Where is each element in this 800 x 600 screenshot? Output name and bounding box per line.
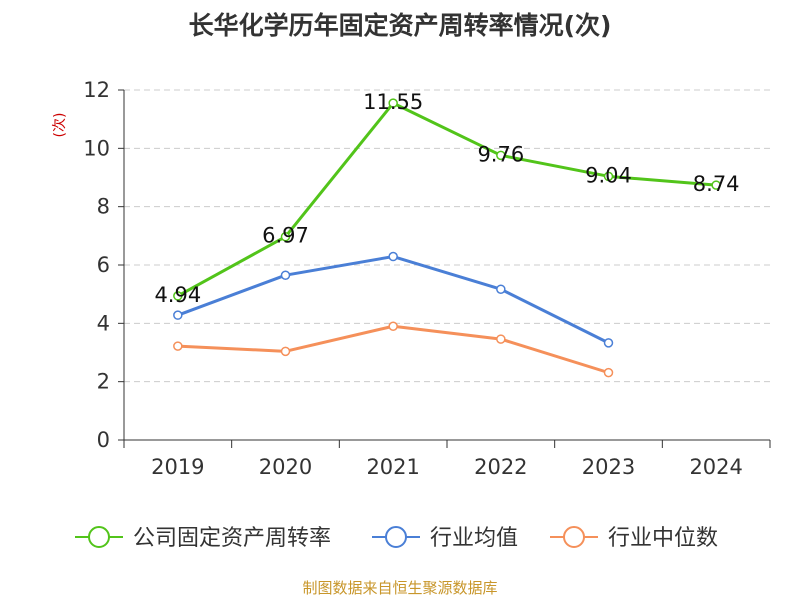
series-point-1 [388, 251, 398, 262]
chart-title: 长华化学历年固定资产周转率情况(次) [189, 11, 612, 40]
x-tick-label: 2021 [366, 455, 419, 479]
data-label: 4.94 [154, 283, 201, 307]
y-tick-label: 2 [97, 370, 110, 394]
legend-label-2: 行业中位数 [608, 526, 718, 551]
series-point-2 [173, 341, 183, 351]
legend-marker-1 [385, 526, 407, 548]
series-point-1 [603, 338, 614, 348]
series-point-1 [173, 310, 183, 320]
series-point-2 [388, 321, 398, 331]
series-line-0 [176, 101, 718, 298]
legend: 公司固定资产周转率 行业均值 行业中位数 [75, 526, 718, 551]
series-layer: 4.94 6.97 11.55 9.76 9.04 8.74 [154, 90, 740, 378]
x-tick-label: 2023 [582, 455, 635, 479]
y-tick-label: 0 [97, 428, 110, 452]
series-point-2 [496, 334, 506, 344]
series-point-2 [280, 346, 291, 357]
series-point-0 [711, 180, 721, 190]
legend-marker-2 [563, 526, 585, 548]
data-label: 9.76 [477, 142, 524, 166]
axes: 0 2 4 6 8 10 12 2019 2020 2021 2022 2023 2024 [83, 78, 771, 479]
series-point-0 [603, 171, 614, 182]
y-tick-label: 6 [97, 253, 110, 277]
y-tick-label: 10 [83, 136, 110, 160]
source-text: 制图数据来自恒生聚源数据库 [302, 579, 497, 597]
x-tick-label: 2024 [689, 455, 742, 479]
y-tick-label: 12 [83, 78, 110, 102]
data-label: 6.97 [262, 224, 309, 248]
y-axis-label: (次) [52, 113, 68, 138]
y-tick-label: 4 [97, 311, 110, 335]
series-point-1 [496, 284, 506, 294]
x-tick-label: 2020 [259, 455, 312, 479]
legend-label-0: 公司固定资产周转率 [133, 526, 331, 551]
series-point-0 [496, 150, 506, 161]
series-point-0 [280, 231, 291, 242]
legend-marker-0 [88, 526, 110, 548]
x-tick-label: 2022 [474, 455, 527, 479]
y-tick-label: 8 [97, 195, 110, 219]
series-point-1 [280, 270, 291, 280]
series-point-2 [603, 367, 614, 378]
series-point-0 [388, 98, 398, 108]
data-label: 11.55 [363, 90, 423, 114]
series-point-0 [173, 291, 183, 301]
data-label: 9.04 [585, 163, 632, 187]
gridlines [124, 89, 770, 383]
data-label: 8.74 [693, 172, 740, 196]
x-tick-label: 2019 [151, 455, 204, 479]
series-line-2 [176, 324, 610, 375]
legend-label-1: 行业均值 [430, 526, 518, 551]
